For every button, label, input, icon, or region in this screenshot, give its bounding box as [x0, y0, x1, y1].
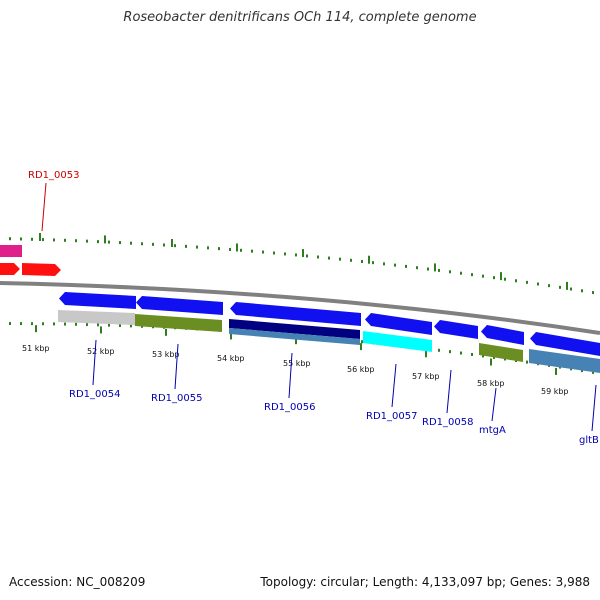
- label-leader-line: [41, 182, 47, 232]
- tick-label: 59 kbp: [541, 387, 569, 396]
- gene-label: RD1_0054: [69, 389, 120, 400]
- feature-arrow: [530, 332, 600, 356]
- feature-band: [135, 314, 222, 332]
- tick-label: 57 kbp: [412, 372, 440, 381]
- gene-label: mtgA: [479, 425, 506, 436]
- gene-label: gltB: [579, 435, 599, 446]
- feature-band: [363, 331, 432, 352]
- gene-label: RD1_0053: [28, 170, 79, 181]
- feature-arrow: [59, 292, 136, 309]
- feature-band: [479, 343, 523, 362]
- gene-labels: RD1_0053 RD1_0054 RD1_0055 RD1_0056 RD1_0057…: [28, 170, 599, 446]
- feature-arrow: [230, 302, 361, 326]
- accession-text: Accession: NC_008209: [9, 575, 146, 589]
- label-leader-line: [591, 384, 597, 432]
- label-leader-line: [174, 343, 179, 390]
- tick-label: 56 kbp: [347, 365, 375, 374]
- tick-label: 55 kbp: [283, 359, 311, 368]
- label-leader-line: [288, 352, 293, 399]
- tick-labels: 51 kbp 52 kbp 53 kbp 54 kbp 55 kbp 56 kbp 57 k…: [22, 344, 569, 396]
- map-title: Roseobacter denitrificans OCh 114, compl…: [123, 10, 477, 25]
- feature-band: [529, 349, 600, 373]
- feature-band: [229, 319, 360, 339]
- tick-label: 54 kbp: [217, 354, 245, 363]
- feature-arrow: [0, 245, 22, 257]
- feature-arrow: [22, 263, 61, 276]
- feature-arrow: [434, 320, 478, 339]
- feature-arrows: [0, 245, 600, 373]
- label-leader-line: [391, 363, 397, 408]
- gene-label: RD1_0056: [264, 402, 315, 413]
- genome-backbone: [0, 281, 600, 335]
- label-leader-line: [491, 387, 497, 422]
- gene-label: RD1_0057: [366, 411, 417, 422]
- tick-label: 51 kbp: [22, 344, 50, 353]
- major-ticks: [35, 232, 568, 375]
- genome-summary-text: Topology: circular; Length: 4,133,097 bp…: [260, 575, 590, 589]
- feature-arrow: [481, 325, 524, 345]
- feature-arrow: [136, 296, 223, 315]
- tick-label: 53 kbp: [152, 350, 180, 359]
- gene-label: RD1_0058: [422, 417, 473, 428]
- feature-arrow: [0, 263, 20, 275]
- tick-label: 58 kbp: [477, 379, 505, 388]
- label-leader-line: [92, 339, 97, 386]
- tick-label: 52 kbp: [87, 347, 115, 356]
- feature-arrow: [365, 313, 432, 335]
- feature-band: [229, 328, 360, 345]
- label-leader-line: [446, 369, 452, 414]
- feature-band: [58, 310, 135, 325]
- gene-label: RD1_0055: [151, 393, 202, 404]
